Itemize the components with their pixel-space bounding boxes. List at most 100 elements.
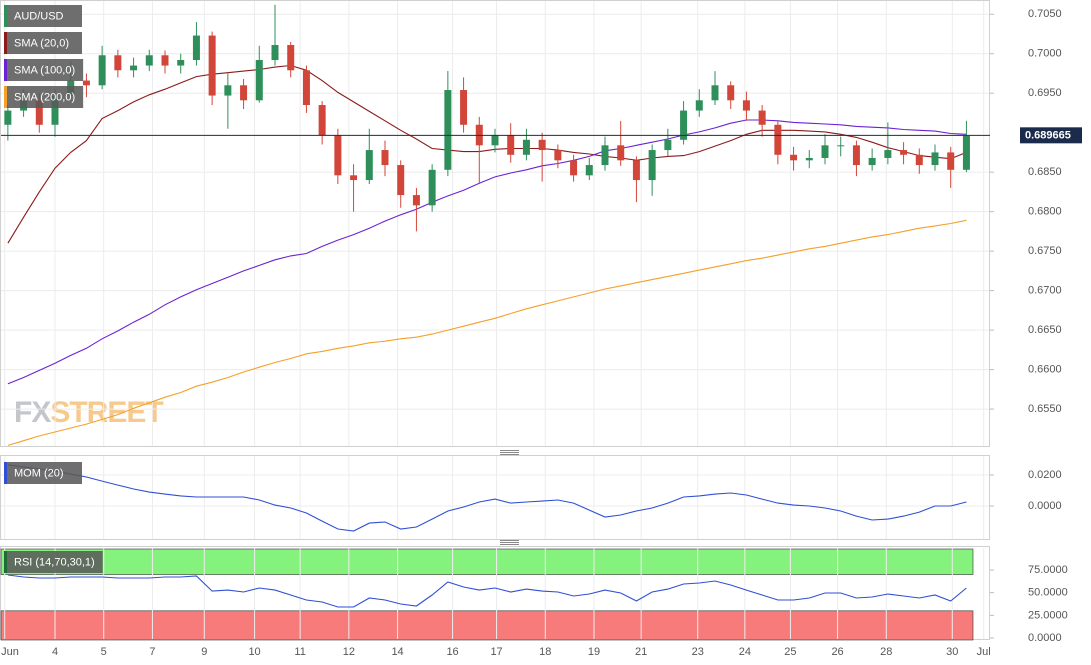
series-line: [7, 64, 967, 244]
candle-body: [947, 152, 955, 170]
y-tick-label: 0.6600: [1028, 364, 1062, 376]
candle-body: [758, 110, 766, 125]
candle-body: [350, 175, 358, 181]
x-tick-label: 19: [588, 646, 600, 658]
candle-body: [821, 145, 829, 158]
candle-body: [208, 35, 216, 96]
candle-body: [224, 85, 232, 96]
price-panel: [0, 0, 990, 447]
legend-box: [4, 551, 103, 573]
x-tick-label: 14: [391, 646, 403, 658]
candle-body: [145, 55, 153, 66]
panel-resize-handle[interactable]: [500, 450, 519, 455]
candle-body: [617, 145, 625, 161]
candle-body: [397, 165, 405, 196]
candle-body: [884, 150, 892, 158]
candle-body: [931, 152, 939, 166]
legend-swatch: [4, 86, 7, 108]
candle-body: [868, 157, 876, 166]
x-tick-label: Jul: [977, 646, 991, 658]
x-tick-label: 16: [446, 646, 458, 658]
legend-label: MOM (20): [14, 467, 64, 479]
x-tick-label: 4: [52, 646, 58, 658]
legend-box: [4, 86, 84, 108]
x-tick-label: 30: [946, 646, 958, 658]
panel-resize-handle[interactable]: [500, 540, 519, 545]
candle-body: [601, 145, 609, 166]
candle-body: [774, 124, 782, 155]
y-tick-label: 0.7050: [1028, 8, 1062, 20]
legend-swatch: [4, 462, 7, 484]
candle-body: [255, 60, 263, 101]
candle-body: [130, 65, 138, 71]
candle-body: [648, 150, 656, 181]
y-tick-label: 25.0000: [1028, 609, 1068, 621]
legend-entry: AUD/USD: [4, 5, 82, 27]
candle-body: [334, 135, 342, 176]
legend-box: [4, 59, 84, 81]
candle-body: [240, 85, 248, 101]
y-tick-label: 50.0000: [1028, 587, 1068, 599]
legend-entry: SMA (20,0): [4, 32, 82, 54]
watermark-part: STREET: [50, 396, 163, 429]
x-tick-label: Jun: [1, 646, 19, 658]
candle-body: [271, 45, 279, 61]
candle-body: [51, 95, 59, 125]
candle-body: [507, 135, 515, 155]
y-tick-label: 0.0200: [1028, 469, 1062, 481]
watermark-part: FX: [14, 396, 51, 429]
legend-entry: RSI (14,70,30,1): [4, 551, 103, 573]
y-tick-label: 0.0000: [1028, 500, 1062, 512]
x-tick-label: 17: [490, 646, 502, 658]
candle-body: [4, 110, 12, 125]
y-tick-label: 0.6650: [1028, 324, 1062, 336]
candle-body: [412, 195, 420, 206]
candle-body: [522, 139, 530, 155]
last-price-label: 0.689665: [1025, 130, 1071, 142]
candle-body: [711, 85, 719, 101]
candle-body: [491, 135, 499, 146]
x-tick-label: 9: [201, 646, 207, 658]
last-price-box: [1020, 127, 1082, 144]
legend-swatch: [4, 5, 7, 27]
series-line: [7, 574, 967, 608]
legend-label: AUD/USD: [14, 10, 64, 22]
candle-body: [632, 160, 640, 181]
momentum-panel: [0, 455, 990, 540]
candle-body: [192, 35, 200, 61]
x-tick-label: 11: [294, 646, 305, 658]
candle-body: [177, 60, 185, 66]
candle-body: [837, 145, 845, 147]
legend-entry: MOM (20): [4, 462, 82, 484]
x-tick-label: 12: [343, 646, 355, 658]
y-tick-label: 0.6700: [1028, 285, 1062, 297]
candle-body: [428, 169, 436, 206]
legend-label: SMA (100,0): [14, 64, 75, 76]
candle-body: [900, 150, 908, 155]
candle-body: [82, 80, 90, 86]
candle-body: [35, 100, 43, 125]
legend-label: RSI (14,70,30,1): [14, 556, 95, 568]
x-tick-label: 24: [739, 646, 751, 658]
candle-body: [790, 154, 798, 161]
legend-swatch: [4, 551, 7, 573]
oversold-zone: [0, 610, 974, 641]
candle-body: [727, 85, 735, 101]
x-tick-label: 5: [101, 646, 107, 658]
candle-body: [805, 157, 813, 161]
candle-body: [570, 160, 578, 176]
candle-body: [695, 100, 703, 111]
series-line: [7, 464, 967, 532]
legend-label: SMA (20,0): [14, 37, 69, 49]
candle-body: [554, 150, 562, 161]
x-tick-label: 7: [149, 646, 155, 658]
x-tick-label: 21: [635, 646, 647, 658]
x-tick-label: 25: [784, 646, 796, 658]
candle-body: [852, 145, 860, 166]
candle-body: [318, 105, 326, 136]
y-tick-label: 0.7000: [1028, 48, 1062, 60]
candle-body: [287, 45, 295, 71]
legend-box: [4, 5, 82, 27]
candle-body: [98, 55, 106, 86]
candle-body: [302, 70, 310, 106]
